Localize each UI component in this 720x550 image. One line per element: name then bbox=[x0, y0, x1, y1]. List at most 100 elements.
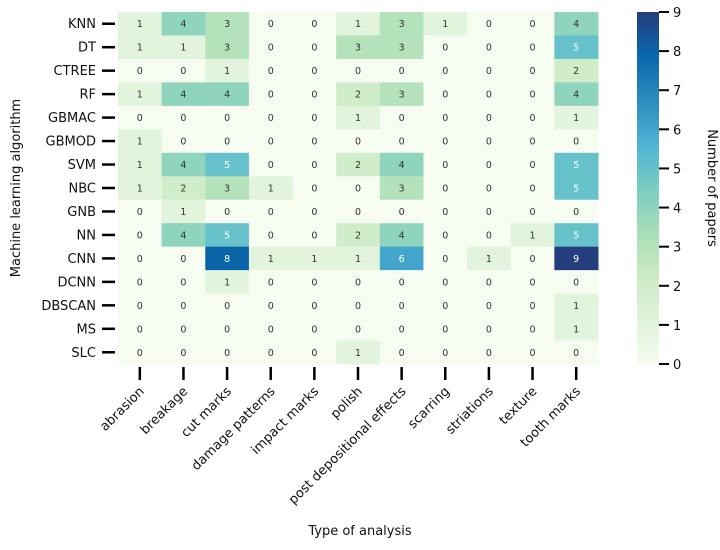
cell-value-label: 0 bbox=[268, 43, 274, 54]
row-label: DT bbox=[78, 41, 96, 56]
heatmap-cell bbox=[205, 176, 250, 201]
heatmap-cell bbox=[118, 199, 163, 224]
cell-value-label: 1 bbox=[530, 230, 536, 241]
cell-value-label: 0 bbox=[180, 113, 186, 124]
cell-value-label: 0 bbox=[268, 160, 274, 171]
heatmap-cell bbox=[205, 12, 250, 36]
heatmap-cell bbox=[292, 270, 337, 295]
heatmap-cell bbox=[336, 176, 381, 201]
cell-value-label: 2 bbox=[180, 184, 186, 195]
cell-value-label: 5 bbox=[573, 160, 579, 171]
cell-value-label: 0 bbox=[355, 66, 361, 77]
cell-value-label: 0 bbox=[530, 277, 536, 288]
heatmap-cell bbox=[205, 129, 250, 154]
cell-value-label: 2 bbox=[573, 66, 579, 77]
heatmap-cell bbox=[510, 129, 555, 154]
heatmap-cell bbox=[379, 246, 424, 271]
cell-value-label: 5 bbox=[573, 230, 579, 241]
heatmap-cell bbox=[467, 293, 512, 318]
heatmap-cell bbox=[379, 58, 424, 83]
cell-value-label: 0 bbox=[530, 19, 536, 30]
cell-value-label: 0 bbox=[573, 137, 579, 148]
cell-value-label: 0 bbox=[530, 160, 536, 171]
heatmap-cell bbox=[423, 35, 468, 60]
cell-value-label: 1 bbox=[137, 137, 143, 148]
heatmap-cell bbox=[292, 293, 337, 318]
cell-value-label: 0 bbox=[224, 137, 230, 148]
heatmap-cell bbox=[205, 317, 250, 342]
heatmap-cell bbox=[248, 340, 294, 365]
heatmap-cell bbox=[161, 12, 206, 36]
heatmap-cell bbox=[423, 270, 468, 295]
cell-value-label: 0 bbox=[530, 113, 536, 124]
cell-value-label: 0 bbox=[355, 207, 361, 218]
heatmap-cell bbox=[292, 105, 337, 130]
heatmap-cell bbox=[423, 152, 468, 177]
cell-value-label: 0 bbox=[530, 137, 536, 148]
row-label: SVM bbox=[68, 158, 96, 173]
cell-value-label: 0 bbox=[530, 348, 536, 359]
cell-value-label: 0 bbox=[268, 90, 274, 101]
cell-value-label: 0 bbox=[224, 207, 230, 218]
row-label: GBMAC bbox=[48, 111, 96, 126]
cell-value-label: 4 bbox=[224, 90, 230, 101]
cell-value-label: 4 bbox=[573, 90, 579, 101]
heatmap-cell bbox=[248, 129, 294, 154]
cell-value-label: 0 bbox=[442, 113, 448, 124]
cell-value-label: 0 bbox=[355, 184, 361, 195]
cell-value-label: 0 bbox=[311, 160, 317, 171]
cell-value-label: 0 bbox=[268, 230, 274, 241]
cell-value-label: 0 bbox=[268, 277, 274, 288]
cell-value-label: 0 bbox=[530, 43, 536, 54]
cell-value-label: 3 bbox=[399, 43, 405, 54]
heatmap-cell bbox=[510, 199, 555, 224]
cell-value-label: 0 bbox=[399, 324, 405, 335]
cell-value-label: 0 bbox=[486, 66, 492, 77]
heatmap-cell bbox=[467, 152, 512, 177]
cell-value-label: 0 bbox=[268, 207, 274, 218]
heatmap-cell bbox=[118, 105, 163, 130]
cell-value-label: 0 bbox=[399, 137, 405, 148]
colorbar-tick-label: 0 bbox=[673, 358, 681, 373]
heatmap-cell bbox=[248, 105, 294, 130]
heatmap-cell bbox=[336, 223, 381, 248]
cell-value-label: 0 bbox=[180, 348, 186, 359]
cell-value-label: 0 bbox=[573, 348, 579, 359]
cell-value-label: 5 bbox=[224, 230, 230, 241]
row-label: CTREE bbox=[54, 64, 96, 79]
cell-value-label: 0 bbox=[268, 137, 274, 148]
heatmap-cell bbox=[423, 246, 468, 271]
cell-value-label: 4 bbox=[180, 230, 186, 241]
heatmap-cell bbox=[379, 105, 424, 130]
heatmap-cell bbox=[467, 105, 512, 130]
cell-value-label: 0 bbox=[311, 207, 317, 218]
cell-value-label: 9 bbox=[573, 254, 579, 265]
heatmap-cell bbox=[161, 317, 206, 342]
cell-value-label: 2 bbox=[355, 160, 361, 171]
cell-value-label: 1 bbox=[311, 254, 317, 265]
cell-value-label: 1 bbox=[224, 277, 230, 288]
cell-value-label: 0 bbox=[355, 324, 361, 335]
cell-value-label: 2 bbox=[355, 90, 361, 101]
heatmap-cell bbox=[292, 246, 337, 271]
heatmap-cell bbox=[379, 82, 424, 107]
cell-value-label: 0 bbox=[137, 277, 143, 288]
heatmap-cell bbox=[379, 176, 424, 201]
row-label: GNB bbox=[67, 205, 96, 220]
cell-value-label: 1 bbox=[573, 301, 579, 312]
cell-value-label: 0 bbox=[530, 207, 536, 218]
heatmap-cell bbox=[510, 58, 555, 83]
heatmap-cell bbox=[423, 82, 468, 107]
heatmap-cell bbox=[510, 317, 555, 342]
cell-value-label: 0 bbox=[224, 113, 230, 124]
cell-value-label: 0 bbox=[311, 184, 317, 195]
heatmap-cell bbox=[423, 129, 468, 154]
heatmap-cell bbox=[423, 199, 468, 224]
heatmap-cell bbox=[161, 105, 206, 130]
heatmap-cell bbox=[554, 176, 599, 201]
heatmap-cell bbox=[379, 340, 424, 365]
heatmap-cell bbox=[554, 35, 599, 60]
cell-value-label: 0 bbox=[180, 254, 186, 265]
row-label: MS bbox=[77, 322, 96, 337]
heatmap-cell bbox=[554, 129, 599, 154]
